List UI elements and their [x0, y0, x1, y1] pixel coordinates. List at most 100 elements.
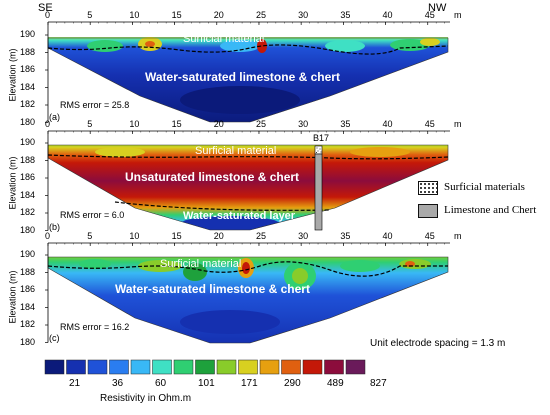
- y-tick-label: 182: [20, 207, 36, 217]
- colorbar-swatch: [281, 359, 301, 375]
- x-tick-label: 40: [382, 119, 393, 129]
- x-unit-label: m: [454, 119, 462, 129]
- panel-a-tag: (a): [49, 112, 60, 122]
- y-axis-label-a: Elevation (m): [7, 48, 18, 102]
- panel-b-bottom-label: Water-saturated layer: [183, 210, 296, 222]
- y-tick-label: 190: [20, 137, 36, 147]
- colorbar-swatch: [324, 359, 344, 375]
- y-tick-label: 186: [20, 172, 36, 182]
- y-tick-label: 180: [20, 336, 36, 347]
- panel-b-rms: RMS error = 6.0: [60, 210, 125, 220]
- y-tick-label: 190: [20, 29, 36, 39]
- y-tick-label: 190: [20, 249, 36, 259]
- colorbar-swatch: [345, 359, 366, 375]
- panel-c-tag: (c): [49, 333, 60, 343]
- x-tick-label: 45: [424, 231, 435, 241]
- borehole-label: B17: [313, 133, 330, 143]
- x-tick-label: 5: [87, 10, 93, 20]
- panel-a-top-label: Surficial material: [183, 33, 265, 45]
- panel-a-main-label: Water-saturated limestone & chert: [145, 70, 340, 84]
- x-tick-label: 15: [171, 231, 182, 241]
- x-tick-label: 20: [213, 119, 224, 129]
- y-tick-label: 182: [20, 319, 36, 329]
- colorbar-swatch: [216, 359, 237, 375]
- x-tick-label: 20: [213, 10, 224, 20]
- x-tick-label: 30: [298, 231, 309, 241]
- borehole-surficial: [314, 145, 323, 155]
- panel-b-top-label: Surficial material: [195, 145, 277, 157]
- x-tick-label: 5: [87, 119, 93, 129]
- x-tick-label: 35: [340, 10, 351, 20]
- y-tick-label: 182: [20, 99, 36, 109]
- colorbar-swatch: [259, 359, 280, 375]
- colorbar-swatch: [109, 359, 129, 375]
- y-tick-label: 180: [20, 224, 36, 235]
- colorbar-swatch: [238, 359, 258, 375]
- y-tick-label: 188: [20, 266, 36, 277]
- x-tick-label: 40: [382, 231, 393, 241]
- direction-se: SE: [38, 2, 53, 14]
- x-tick-label: 10: [129, 10, 140, 20]
- x-tick-label: 5: [87, 231, 93, 241]
- x-tick-label: 45: [424, 10, 435, 20]
- colorbar-swatch: [130, 359, 151, 375]
- y-axis-label-c: Elevation (m): [7, 270, 18, 324]
- colorbar-tick-label: 171: [241, 378, 258, 389]
- x-tick-label: 45: [424, 119, 435, 129]
- y-tick-label: 186: [20, 284, 36, 294]
- colorbar-title: Resistivity in Ohm.m: [100, 393, 192, 404]
- y-tick-label: 180: [20, 116, 36, 127]
- x-tick-label: 25: [255, 10, 266, 20]
- colorbar-swatch: [195, 359, 215, 375]
- direction-nw: NW: [428, 2, 447, 14]
- colorbar: [44, 359, 366, 375]
- panel-b-main-label: Unsaturated limestone & chert: [125, 170, 300, 184]
- colorbar-tick-label: 290: [284, 378, 301, 389]
- axes-group: [45, 21, 450, 343]
- x-tick-label: 0: [45, 119, 51, 129]
- x-tick-label: 30: [298, 10, 309, 20]
- y-tick-label: 184: [20, 301, 36, 312]
- panel-c-main-label: Water-saturated limestone & chert: [115, 282, 310, 296]
- colorbar-swatch: [44, 359, 65, 375]
- colorbar-tick-label: 60: [155, 378, 167, 389]
- x-tick-label: 0: [45, 231, 51, 241]
- x-tick-label: 0: [45, 10, 51, 20]
- x-tick-label: 35: [340, 231, 351, 241]
- y-axis-label-b: Elevation (m): [7, 156, 18, 210]
- x-tick-label: 35: [340, 119, 351, 129]
- y-tick-label: 184: [20, 189, 36, 200]
- x-tick-label: 10: [129, 119, 140, 129]
- colorbar-tick-label: 827: [370, 378, 387, 389]
- electrode-spacing-note: Unit electrode spacing = 1.3 m: [370, 338, 506, 349]
- y-tick-label: 188: [20, 46, 36, 57]
- x-tick-label: 40: [382, 10, 393, 20]
- colorbar-swatch: [173, 359, 194, 375]
- colorbar-swatch: [87, 359, 108, 375]
- x-tick-label: 15: [171, 10, 182, 20]
- x-tick-label: 25: [255, 119, 266, 129]
- x-tick-label: 15: [171, 119, 182, 129]
- x-unit-label: m: [454, 10, 462, 20]
- y-tick-label: 184: [20, 81, 36, 92]
- legend-label-surficial: Surficial materials: [444, 181, 525, 193]
- colorbar-tick-label: 21: [69, 378, 81, 389]
- y-tick-label: 186: [20, 64, 36, 74]
- legend-swatch-surficial: [418, 181, 438, 195]
- x-tick-label: 25: [255, 231, 266, 241]
- panel-c-rms: RMS error = 16.2: [60, 322, 130, 332]
- x-tick-label: 10: [129, 231, 140, 241]
- y-tick-label: 188: [20, 154, 36, 165]
- colorbar-swatch: [66, 359, 86, 375]
- colorbar-swatch: [152, 359, 172, 375]
- colorbar-tick-label: 489: [327, 378, 344, 389]
- panel-b-tag: (b): [49, 222, 60, 232]
- colorbar-tick-label: 101: [198, 378, 215, 389]
- legend-label-limestone: Limestone and Chert: [444, 204, 537, 216]
- borehole-limestone: [314, 153, 323, 231]
- x-tick-label: 30: [298, 119, 309, 129]
- panel-c-top-label: Surficial material: [160, 258, 242, 270]
- x-unit-label: m: [454, 231, 462, 241]
